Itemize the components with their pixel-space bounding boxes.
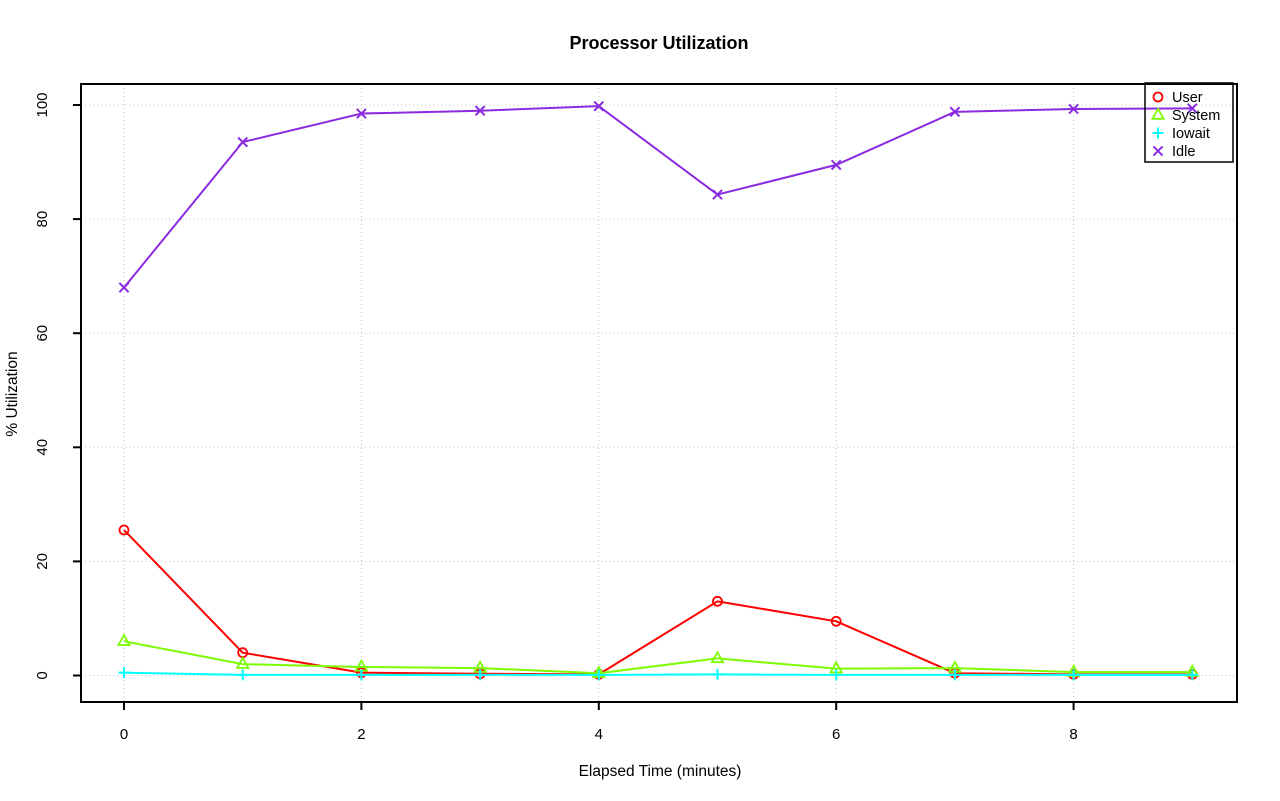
legend-label-idle: Idle <box>1172 144 1195 160</box>
legend-marker-idle <box>1152 145 1164 157</box>
x-tick-label-6: 6 <box>832 726 840 743</box>
x-tick-label-0: 0 <box>120 726 128 743</box>
legend-label-system: System <box>1172 108 1220 124</box>
marker-idle-1 <box>237 136 249 148</box>
marker-iowait-4 <box>593 669 605 681</box>
marker-iowait-8 <box>1068 669 1080 681</box>
marker-iowait-1 <box>237 669 249 681</box>
x-tick-label-4: 4 <box>595 726 603 743</box>
marker-system-5 <box>710 650 725 664</box>
marker-idle-7 <box>949 106 961 118</box>
legend-item-idle: Idle <box>1152 144 1195 160</box>
legend-marker-user <box>1152 91 1164 103</box>
series-line-system <box>123 640 1193 675</box>
y-tick-label-0: 0 <box>34 671 51 679</box>
marker-system-2 <box>354 658 369 672</box>
y-tick-label-60: 60 <box>34 325 51 342</box>
marker-user-5 <box>712 595 723 607</box>
grid-lines <box>81 84 1237 702</box>
plot-border <box>80 83 1238 703</box>
marker-iowait-6 <box>830 669 842 681</box>
marker-user-6 <box>830 615 842 627</box>
marker-user-0 <box>118 524 130 536</box>
marker-iowait-9 <box>1186 669 1198 681</box>
marker-system-1 <box>235 656 250 669</box>
marker-idle-3 <box>474 105 486 117</box>
y-tick-label-40: 40 <box>34 439 51 456</box>
marker-iowait-7 <box>949 669 961 681</box>
series-user <box>118 524 1198 680</box>
y-axis-label: % Utilization <box>4 351 21 436</box>
marker-system-0 <box>116 633 132 646</box>
marker-idle-4 <box>593 100 605 112</box>
marker-idle-0 <box>118 282 130 293</box>
legend-marker-iowait <box>1152 127 1164 139</box>
marker-iowait-3 <box>474 669 486 681</box>
legend-label-user: User <box>1172 90 1203 106</box>
marker-iowait-0 <box>118 667 130 679</box>
legend: User System Iowait Idle <box>1144 82 1234 163</box>
marker-idle-6 <box>830 159 842 171</box>
legend-item-iowait: Iowait <box>1152 126 1210 142</box>
series-iowait <box>118 667 1198 681</box>
legend-marker-system <box>1150 106 1166 120</box>
marker-idle-8 <box>1068 103 1079 115</box>
x-tick-label-2: 2 <box>357 726 365 743</box>
chart-title: Processor Utilization <box>569 33 748 53</box>
series-line-user <box>123 529 1193 676</box>
y-tick-label-100: 100 <box>34 92 51 117</box>
series-idle <box>118 100 1198 293</box>
series-line-iowait <box>123 671 1193 676</box>
legend-box <box>1144 82 1234 163</box>
marker-iowait-5 <box>712 668 723 680</box>
marker-idle-9 <box>1186 103 1198 114</box>
y-tick-label-80: 80 <box>34 211 51 228</box>
x-tick-label-8: 8 <box>1069 726 1077 743</box>
legend-item-user: User <box>1152 90 1203 106</box>
series-system <box>116 633 1200 678</box>
data-series <box>116 100 1200 681</box>
y-tick-label-20: 20 <box>34 553 51 570</box>
legend-item-system: System <box>1150 106 1220 124</box>
marker-idle-2 <box>356 108 367 119</box>
marker-iowait-2 <box>355 669 367 681</box>
x-axis-label: Elapsed Time (minutes) <box>579 763 742 780</box>
marker-idle-5 <box>712 189 723 200</box>
series-line-idle <box>123 105 1193 289</box>
legend-label-iowait: Iowait <box>1172 126 1210 142</box>
